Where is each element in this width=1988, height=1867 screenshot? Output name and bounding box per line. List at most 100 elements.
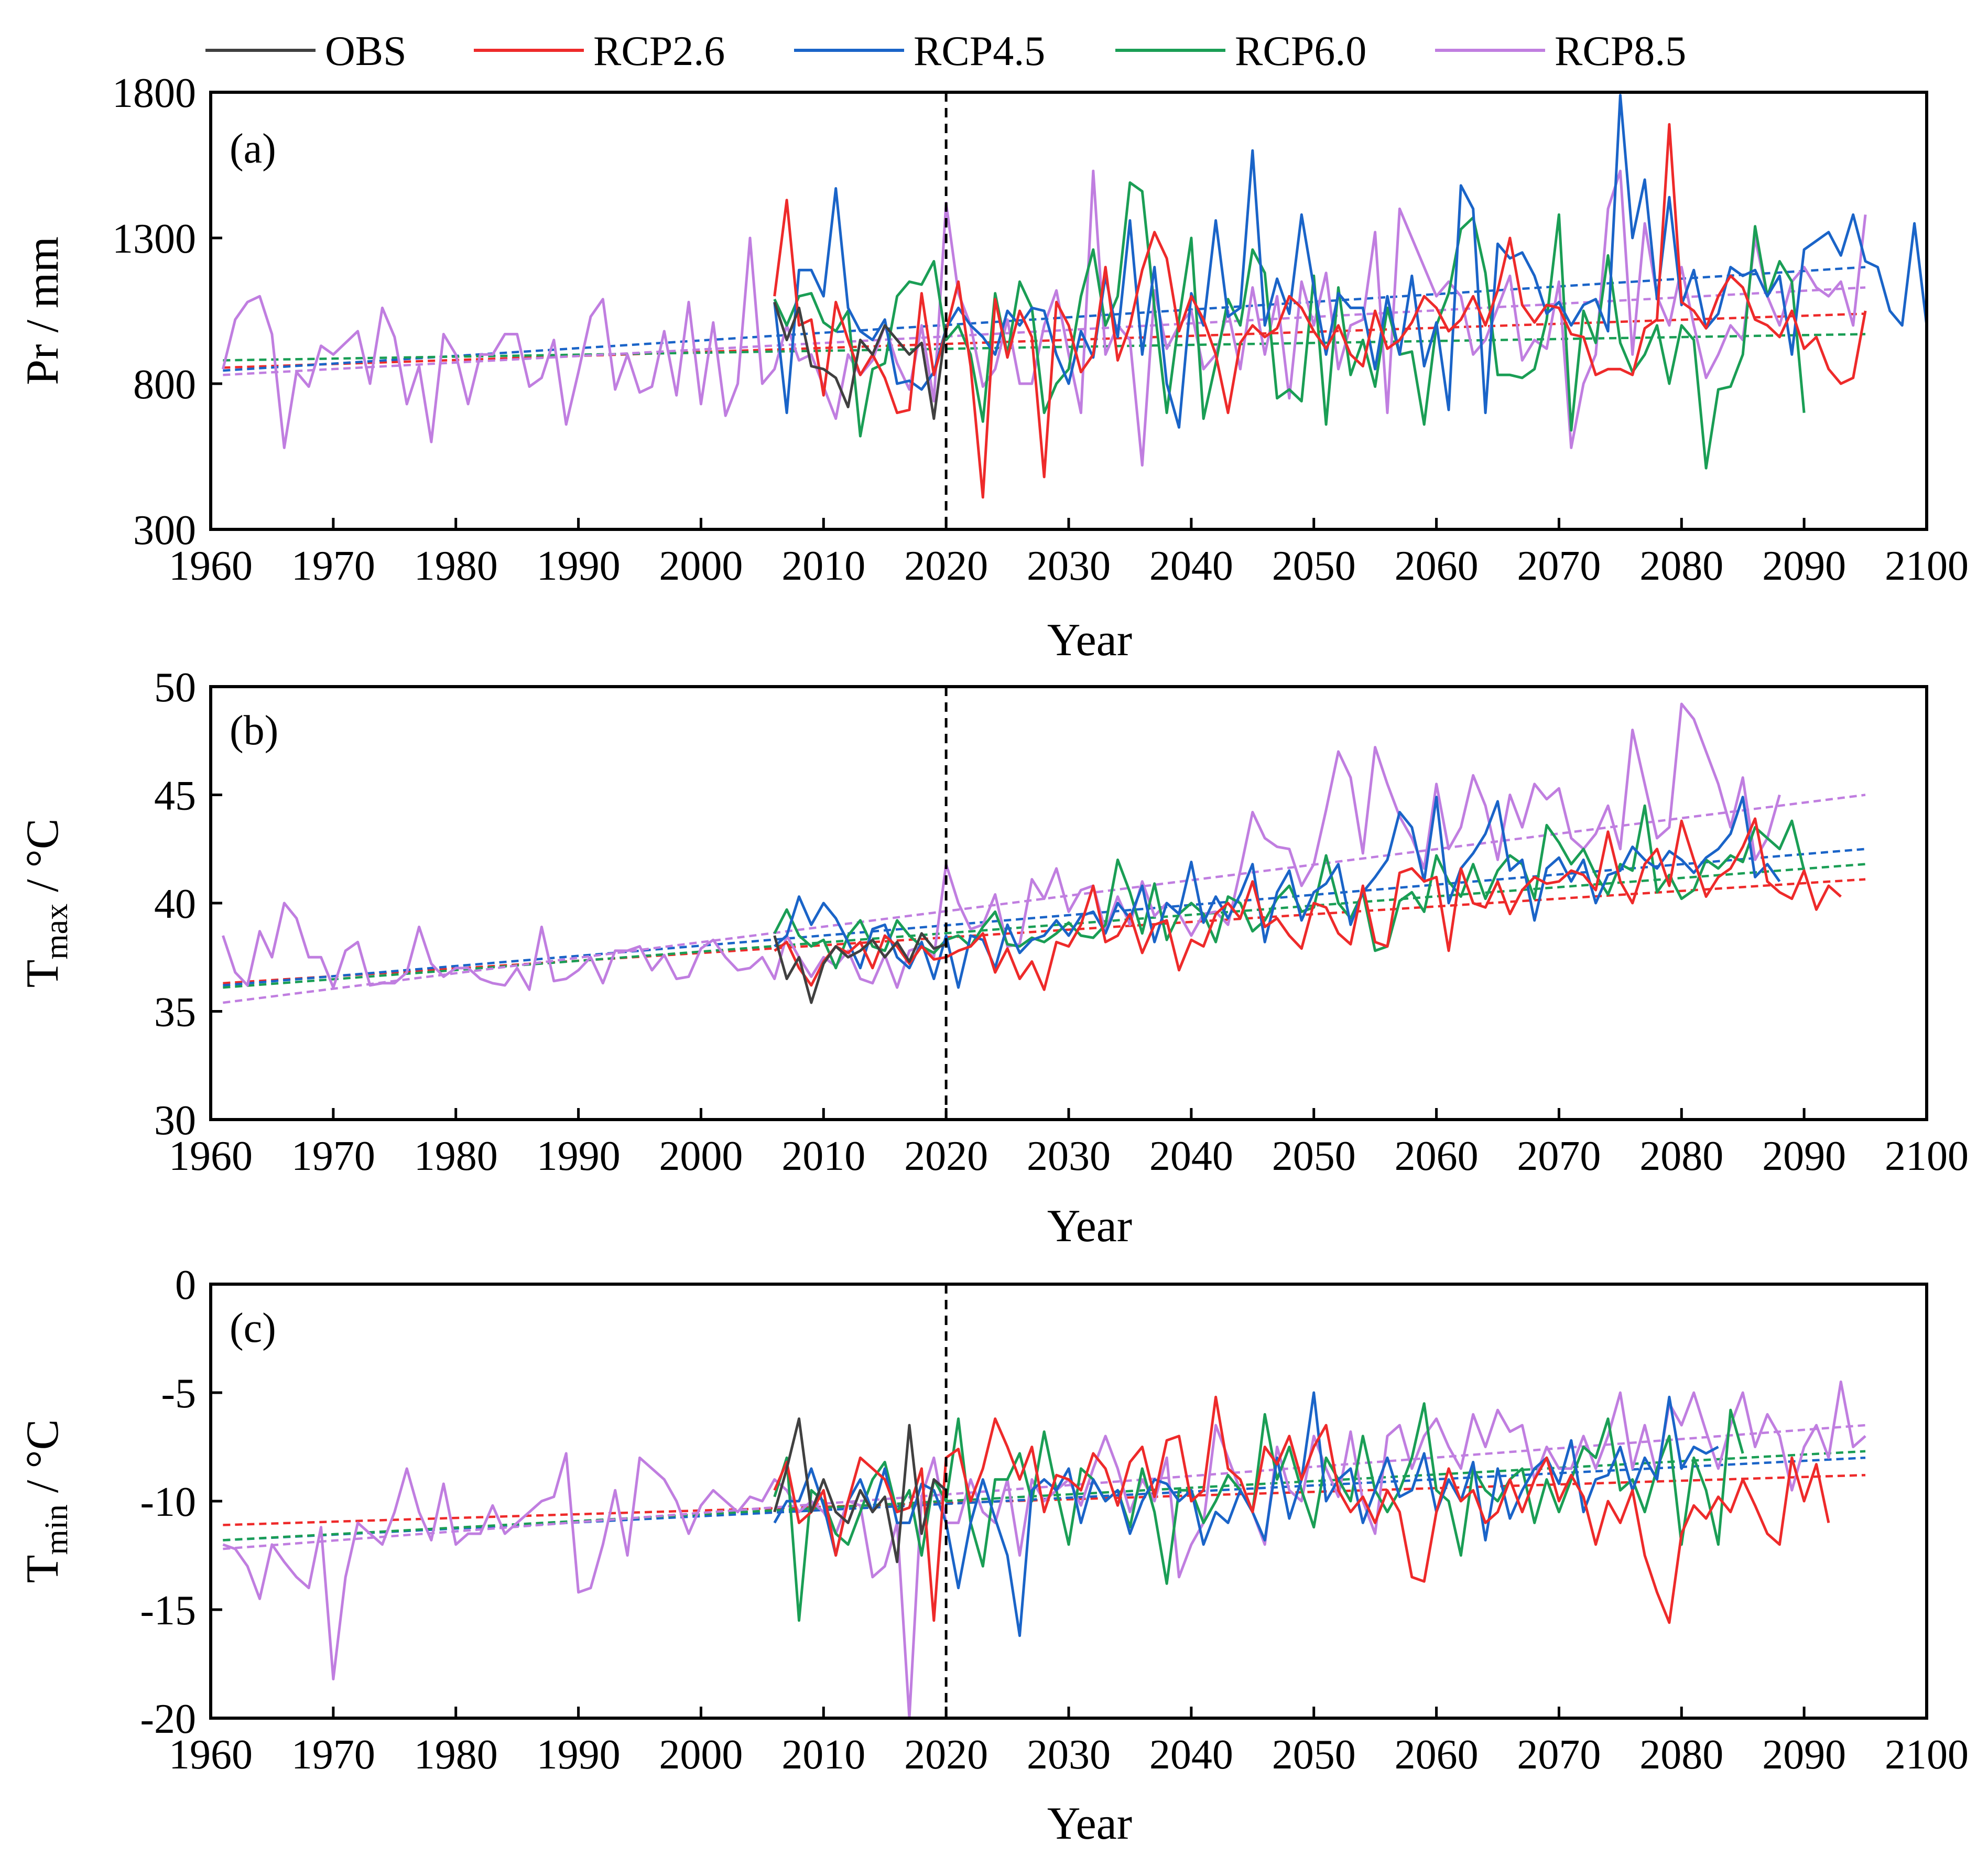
panel-label: (a) [230, 126, 276, 172]
x-tick-label: 2050 [1272, 1133, 1356, 1179]
x-tick-label: 2020 [904, 543, 988, 589]
y-tick-label: 30 [154, 1098, 196, 1144]
x-tick-label: 2010 [781, 543, 865, 589]
x-tick-label: 2050 [1272, 1732, 1356, 1778]
y-tick-label: -15 [140, 1588, 196, 1634]
y-tick-label: 50 [154, 665, 196, 711]
legend-label-rcp85: RCP8.5 [1555, 28, 1686, 74]
x-tick-label: 1970 [291, 1732, 375, 1778]
y-tick-label: 1300 [112, 216, 196, 262]
y-tick-label: 300 [133, 507, 196, 553]
plot-frame [209, 1283, 1928, 1720]
x-tick-label: 2030 [1027, 1732, 1111, 1778]
panel-3: 1960 1970 1980 1990 2000 2010 2020 2030 2040 2050… [17, 1262, 1969, 1849]
series-line-rcp85 [222, 1380, 1866, 1718]
x-tick-label: 2070 [1517, 1133, 1601, 1179]
series-line-obs [773, 1417, 947, 1564]
trend-line-rcp45 [223, 848, 1866, 987]
x-tick-label: 2090 [1762, 543, 1846, 589]
y-axis-title-main: T [17, 960, 68, 988]
y-axis-title-subscript: min [39, 1504, 74, 1555]
x-tick-label: 2080 [1639, 1732, 1723, 1778]
trend-line-rcp85 [223, 1424, 1866, 1550]
y-tick-label: 0 [175, 1262, 196, 1308]
x-tick-label: 2100 [1885, 543, 1969, 589]
series-line-rcp45 [774, 796, 1781, 989]
y-axis-title: Tmin / °C [17, 1419, 74, 1583]
x-tick-label: 1960 [169, 543, 253, 589]
x-tick-label: 1960 [169, 1732, 253, 1778]
legend-label-rcp45: RCP4.5 [914, 28, 1045, 74]
x-tick-label: 2100 [1885, 1133, 1969, 1179]
x-tick-label: 2000 [659, 543, 743, 589]
x-tick-label: 1980 [414, 1732, 498, 1778]
x-tick-label: 2100 [1885, 1732, 1969, 1778]
trend-line-rcp85 [223, 794, 1866, 1004]
x-tick-label: 2060 [1395, 1732, 1479, 1778]
series-line-obs [773, 932, 947, 1004]
x-tick-label: 2060 [1395, 1133, 1479, 1179]
x-tick-label: 2030 [1027, 1133, 1111, 1179]
series-line-obs [773, 301, 948, 420]
legend-label-obs: OBS [325, 28, 407, 74]
y-axis-title: Pr / mm [17, 236, 68, 385]
x-tick-label: 2080 [1639, 543, 1723, 589]
y-tick-label: 800 [133, 362, 196, 408]
series-group [222, 702, 1842, 1004]
trend-line-rcp26 [223, 312, 1866, 369]
x-tick-label: 2010 [781, 1732, 865, 1778]
series-line-rcp85 [222, 702, 1781, 991]
series-line-rcp26 [774, 817, 1842, 991]
x-tick-label: 2050 [1272, 543, 1356, 589]
series-line-rcp26 [773, 1395, 1830, 1624]
trend-line-rcp26 [223, 878, 1866, 985]
y-axis-title-unit: / °C [17, 1419, 68, 1504]
trend-line-rcp60 [223, 863, 1866, 989]
x-tick-label: 2040 [1149, 1133, 1233, 1179]
x-axis-title: Year [1047, 615, 1132, 666]
series-line-rcp26 [773, 123, 1867, 499]
x-axis-title: Year [1047, 1798, 1132, 1849]
x-tick-label: 1980 [414, 1133, 498, 1179]
y-axis-title-unit: / °C [17, 819, 68, 904]
x-tick-label: 2090 [1762, 1732, 1846, 1778]
y-tick-label: -10 [140, 1479, 196, 1525]
x-tick-label: 2090 [1762, 1133, 1846, 1179]
y-tick-label: -20 [140, 1696, 196, 1742]
trend-line-rcp45 [223, 266, 1866, 372]
series-group [221, 94, 1927, 499]
series-line-rcp45 [773, 94, 1927, 429]
y-tick-label: 40 [154, 881, 196, 927]
plot-frame [209, 91, 1928, 531]
trend-line-rcp60 [223, 333, 1866, 362]
x-tick-label: 2060 [1395, 543, 1479, 589]
x-tick-label: 1980 [414, 543, 498, 589]
trend-line-rcp60 [223, 1450, 1866, 1542]
legend-label-rcp60: RCP6.0 [1235, 28, 1366, 74]
y-tick-label: 45 [154, 773, 196, 819]
x-tick-label: 2070 [1517, 1732, 1601, 1778]
x-tick-label: 2010 [781, 1133, 865, 1179]
x-axis-title: Year [1047, 1201, 1132, 1252]
x-tick-label: 1970 [291, 1133, 375, 1179]
y-axis-title: Tmax / °C [17, 819, 74, 988]
x-tick-label: 1990 [537, 543, 621, 589]
y-tick-label: 1800 [112, 70, 196, 116]
x-tick-label: 1990 [537, 1732, 621, 1778]
plot-frame [209, 685, 1928, 1121]
y-axis-title-subscript: max [39, 904, 74, 960]
x-tick-label: 1990 [537, 1133, 621, 1179]
y-tick-label: 35 [154, 990, 196, 1036]
series-group [222, 1380, 1866, 1718]
x-tick-label: 1970 [291, 543, 375, 589]
x-tick-label: 2070 [1517, 543, 1601, 589]
x-tick-label: 2020 [904, 1133, 988, 1179]
y-axis-title-main: T [17, 1555, 68, 1583]
panel-label: (c) [230, 1305, 276, 1351]
panel-1: 1960 1970 1980 1990 2000 2010 2020 2030 2040 2050… [17, 70, 1969, 666]
x-tick-label: 2080 [1639, 1133, 1723, 1179]
y-tick-label: -5 [161, 1371, 196, 1417]
series-line-rcp60 [773, 1402, 1744, 1622]
